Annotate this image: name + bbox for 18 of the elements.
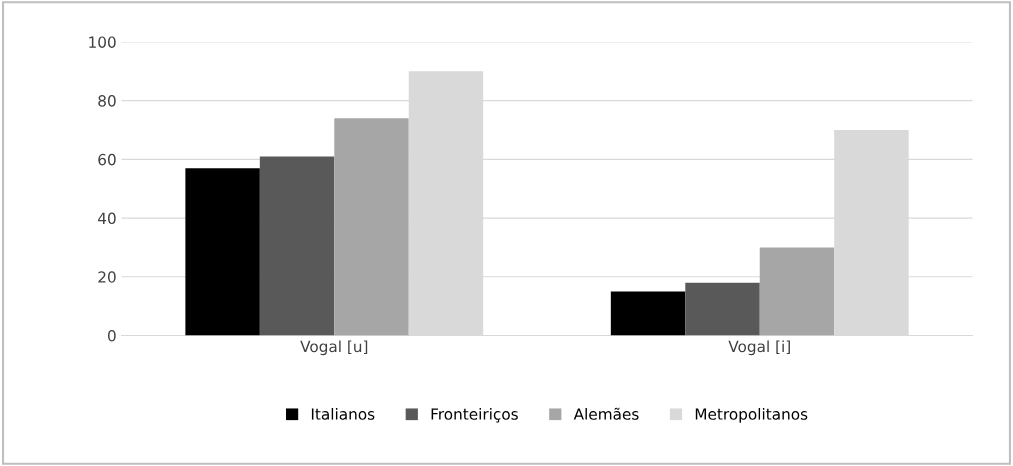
y-tick-label: 20 [98,271,116,283]
legend-label: Fronteiriços [431,407,518,423]
legend-label: Metropolitanos [695,407,808,423]
bar [759,247,835,336]
bar [334,118,409,336]
legend-label: Italianos [311,407,375,420]
legend-label: Alemães [573,407,639,420]
bar [685,282,760,336]
bar [259,156,335,336]
y-tick-label: 80 [98,95,116,107]
y-tick-label: 60 [98,153,116,166]
bar [185,168,260,336]
y-tick-label: 40 [98,212,116,225]
x-tick-label: Vogal [i] [728,340,790,356]
bar [610,291,686,336]
y-tick-label: 100 [89,36,116,48]
x-tick-label: Vogal [u] [300,340,368,356]
y-tick-label: 0 [107,329,116,342]
